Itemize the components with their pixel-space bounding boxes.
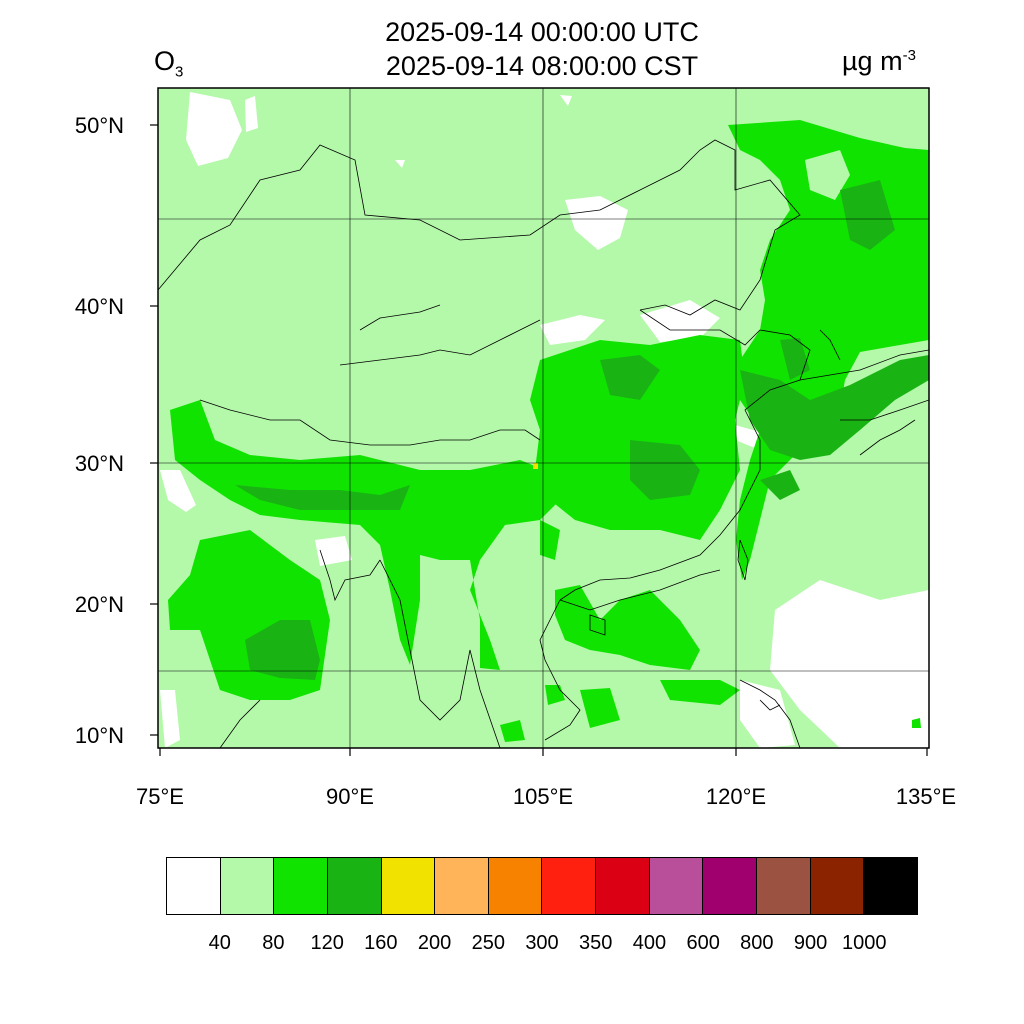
colorbar-label: 600 xyxy=(686,932,720,954)
ozone-hotspot xyxy=(533,463,538,469)
colorbar-label: 1000 xyxy=(842,932,887,954)
title-utc: 2025-09-14 00:00:00 UTC xyxy=(385,17,699,47)
lat-label: 50°N xyxy=(74,113,124,138)
colorbar-swatch xyxy=(757,858,811,914)
colorbar-swatch xyxy=(167,858,221,914)
colorbar-label: 250 xyxy=(471,932,505,954)
lat-label: 40°N xyxy=(74,294,124,319)
high-ozone-areas xyxy=(235,180,929,680)
colorbar-label: 80 xyxy=(262,932,285,954)
low-ozone-areas xyxy=(160,92,929,748)
colorbar-swatch xyxy=(542,858,597,914)
colorbar-swatch xyxy=(488,858,543,914)
colorbar-swatch xyxy=(864,858,917,914)
lon-label: 75°E xyxy=(136,784,184,809)
colorbar-label: 350 xyxy=(579,932,613,954)
colorbar-label: 40 xyxy=(208,932,231,954)
colorbar-label: 300 xyxy=(525,932,559,954)
colorbar-swatch xyxy=(274,858,328,914)
title-cst: 2025-09-14 08:00:00 CST xyxy=(385,51,699,81)
colorbar-label: 200 xyxy=(417,932,452,954)
colorbar-swatch xyxy=(810,858,865,914)
colorbar-label: 900 xyxy=(793,932,828,954)
lat-label: 20°N xyxy=(74,592,124,617)
colorbar-label: 160 xyxy=(364,932,398,954)
axis-ticks xyxy=(150,124,928,756)
lat-label: 10°N xyxy=(74,723,124,748)
units-label: µg m-3 xyxy=(842,46,916,76)
lon-label: 90°E xyxy=(326,784,374,809)
colorbar-swatch xyxy=(381,858,436,914)
lon-label: 120°E xyxy=(705,784,767,809)
colorbar-swatch xyxy=(649,858,704,914)
boundaries xyxy=(158,139,929,748)
colorbar-label: 120 xyxy=(310,932,344,954)
lon-label: 135°E xyxy=(895,784,957,809)
graticule xyxy=(158,88,929,748)
lat-label: 30°N xyxy=(74,451,124,476)
colorbar xyxy=(166,857,918,915)
colorbar-swatch xyxy=(220,858,275,914)
colorbar-label: 800 xyxy=(740,932,774,954)
colorbar-swatch xyxy=(703,858,758,914)
colorbar-swatch xyxy=(596,858,650,914)
lon-label: 105°E xyxy=(512,784,574,809)
colorbar-swatch xyxy=(435,858,489,914)
species-label: O3 xyxy=(154,46,184,81)
colorbar-label: 400 xyxy=(632,932,667,954)
colorbar-swatch xyxy=(327,858,382,914)
